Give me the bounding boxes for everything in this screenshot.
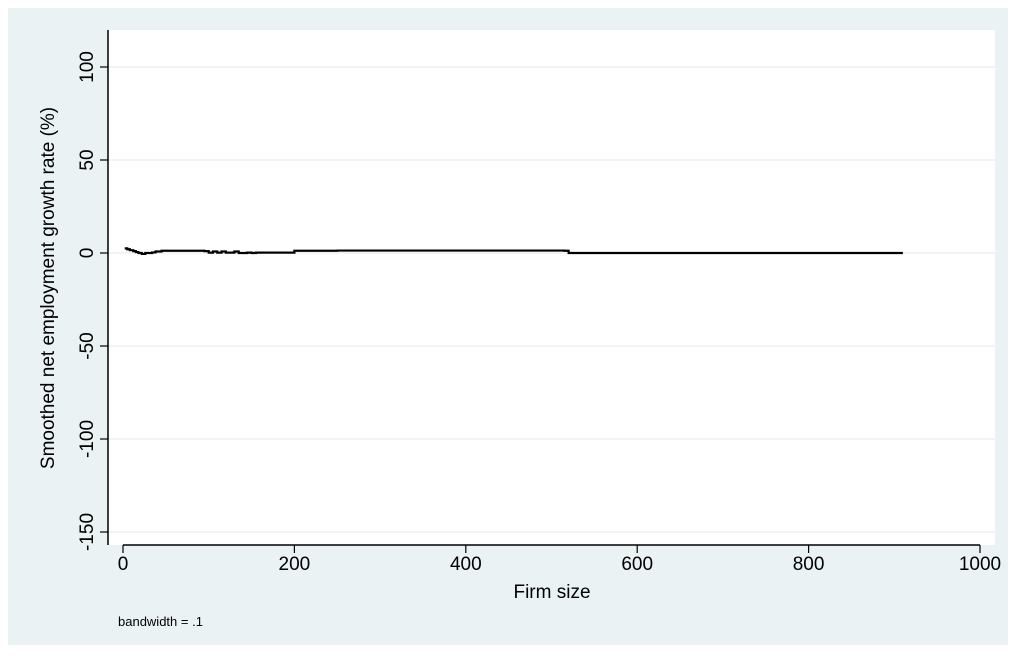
plot-area (108, 30, 995, 545)
bandwidth-note: bandwidth = .1 (118, 614, 203, 629)
data-series (124, 247, 903, 256)
x-tick-label: 600 (621, 554, 653, 575)
y-tick-label: 50 (77, 149, 98, 170)
series-line (124, 247, 903, 256)
y-tick-label: -150 (77, 513, 98, 551)
y-tick-label: -100 (77, 420, 98, 458)
axes (107, 30, 980, 546)
y-tick-label: -50 (77, 332, 98, 359)
x-tick-label: 200 (279, 554, 311, 575)
y-tick-label: 0 (77, 248, 98, 259)
x-tick-label: 400 (450, 554, 482, 575)
x-tick-label: 0 (118, 554, 129, 575)
x-tick-label: 1000 (959, 554, 1001, 575)
y-axis-label: Smoothed net employment growth rate (%) (38, 107, 59, 469)
y-tick-label: 100 (77, 51, 98, 83)
x-tick-label: 800 (793, 554, 825, 575)
x-axis-label: Firm size (513, 582, 590, 603)
